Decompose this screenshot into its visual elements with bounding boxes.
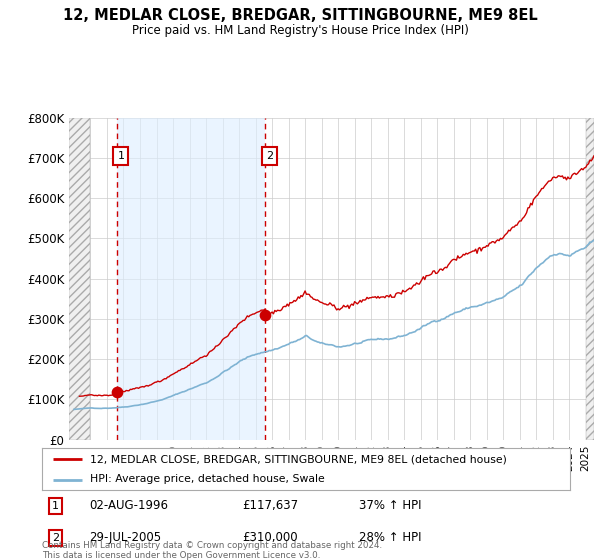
Text: HPI: Average price, detached house, Swale: HPI: Average price, detached house, Swal… xyxy=(89,474,324,484)
Bar xyxy=(586,118,594,440)
Text: 37% ↑ HPI: 37% ↑ HPI xyxy=(359,499,421,512)
Text: 02-AUG-1996: 02-AUG-1996 xyxy=(89,499,169,512)
Text: 2: 2 xyxy=(266,151,273,161)
Point xyxy=(112,388,121,396)
Text: 1: 1 xyxy=(52,501,59,511)
Text: Price paid vs. HM Land Registry's House Price Index (HPI): Price paid vs. HM Land Registry's House … xyxy=(131,24,469,36)
Text: 1: 1 xyxy=(118,151,124,161)
Text: £310,000: £310,000 xyxy=(242,531,298,544)
Text: 28% ↑ HPI: 28% ↑ HPI xyxy=(359,531,421,544)
Text: 12, MEDLAR CLOSE, BREDGAR, SITTINGBOURNE, ME9 8EL (detached house): 12, MEDLAR CLOSE, BREDGAR, SITTINGBOURNE… xyxy=(89,454,506,464)
Text: 2: 2 xyxy=(52,533,59,543)
Bar xyxy=(116,118,265,440)
Text: 29-JUL-2005: 29-JUL-2005 xyxy=(89,531,161,544)
Point xyxy=(260,310,270,319)
Text: Contains HM Land Registry data © Crown copyright and database right 2024.
This d: Contains HM Land Registry data © Crown c… xyxy=(42,540,382,560)
Text: 12, MEDLAR CLOSE, BREDGAR, SITTINGBOURNE, ME9 8EL: 12, MEDLAR CLOSE, BREDGAR, SITTINGBOURNE… xyxy=(62,8,538,24)
Bar xyxy=(69,118,91,440)
Text: £117,637: £117,637 xyxy=(242,499,299,512)
